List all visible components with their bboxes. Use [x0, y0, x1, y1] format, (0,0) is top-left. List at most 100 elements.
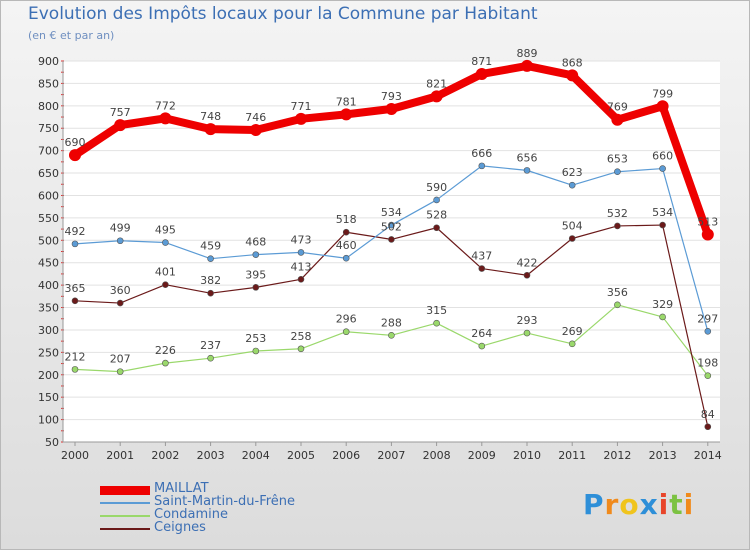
- legend-swatch-maillat: [100, 486, 150, 495]
- data-label: 226: [155, 344, 176, 357]
- data-label: 492: [65, 225, 86, 238]
- x-tick-label: 2014: [694, 449, 722, 462]
- data-label: 690: [65, 136, 86, 149]
- data-label: 793: [381, 90, 402, 103]
- data-point: [388, 332, 395, 339]
- data-label: 532: [607, 207, 628, 220]
- data-point: [701, 228, 714, 241]
- data-point: [566, 69, 579, 82]
- data-point: [614, 222, 621, 230]
- data-point: [614, 301, 621, 309]
- y-tick-label: 650: [38, 167, 59, 180]
- y-tick-label: 250: [38, 346, 59, 359]
- data-point: [252, 251, 260, 258]
- data-label: 315: [426, 304, 447, 317]
- data-label: 293: [517, 314, 538, 327]
- data-point: [69, 149, 81, 162]
- data-point: [162, 239, 169, 246]
- data-point: [71, 366, 79, 373]
- x-tick-label: 2011: [558, 449, 586, 462]
- data-point: [295, 112, 307, 125]
- data-label: 468: [245, 236, 266, 249]
- data-label: 401: [155, 266, 176, 279]
- data-point: [388, 221, 395, 229]
- y-tick-label: 850: [38, 77, 59, 90]
- data-point: [523, 329, 531, 337]
- data-label: 528: [426, 209, 447, 222]
- data-point: [568, 181, 576, 189]
- data-label: 518: [336, 213, 357, 226]
- data-point: [388, 236, 395, 243]
- data-label: 746: [245, 111, 266, 124]
- data-label: 889: [517, 47, 538, 60]
- x-tick-label: 2003: [197, 449, 225, 462]
- y-tick-label: 750: [38, 122, 59, 135]
- logo-letter: x: [639, 488, 659, 521]
- data-label: 296: [336, 313, 357, 326]
- legend-label-saint-martin: Saint-Martin-du-Frêne: [154, 494, 296, 509]
- data-point: [207, 255, 214, 262]
- logo-letter: t: [669, 488, 684, 521]
- data-point: [704, 423, 712, 431]
- x-tick-label: 2013: [649, 449, 677, 462]
- data-point: [297, 345, 305, 353]
- y-tick-label: 150: [38, 391, 59, 404]
- data-label: 253: [245, 332, 266, 345]
- logo-letter: P: [583, 488, 605, 521]
- data-point: [116, 368, 124, 375]
- x-tick-label: 2010: [513, 449, 541, 462]
- x-tick-label: 2000: [61, 449, 89, 462]
- data-point: [659, 165, 666, 172]
- chart-subtitle: (en € et par an): [28, 29, 115, 42]
- data-point: [521, 59, 533, 72]
- data-label: 413: [291, 260, 312, 273]
- data-label: 799: [652, 87, 673, 100]
- data-point: [478, 265, 486, 272]
- x-tick-label: 2006: [332, 449, 360, 462]
- data-point: [252, 284, 260, 291]
- y-tick-label: 450: [38, 257, 59, 270]
- data-label: 757: [110, 106, 131, 119]
- x-tick-label: 2002: [151, 449, 179, 462]
- data-label: 288: [381, 316, 402, 329]
- data-point: [159, 112, 172, 125]
- data-label: 769: [607, 101, 628, 114]
- y-tick-label: 400: [38, 279, 59, 292]
- data-label: 264: [471, 327, 492, 340]
- data-label: 382: [200, 274, 221, 287]
- data-point: [614, 168, 621, 176]
- x-tick-label: 2009: [468, 449, 496, 462]
- y-tick-label: 100: [38, 414, 59, 427]
- data-label: 504: [562, 220, 583, 233]
- legend-swatch-condamine: [100, 515, 150, 517]
- legend-label-condamine: Condamine: [154, 507, 229, 522]
- data-label: 395: [245, 268, 266, 281]
- data-label: 360: [110, 284, 131, 297]
- data-label: 821: [426, 77, 447, 90]
- legend-swatch-saint-martin: [100, 502, 150, 504]
- data-point: [162, 359, 169, 367]
- data-point: [568, 235, 576, 242]
- data-point: [656, 100, 669, 113]
- x-tick-label: 2012: [603, 449, 631, 462]
- data-point: [71, 297, 79, 305]
- x-tick-label: 2001: [106, 449, 134, 462]
- data-point: [204, 123, 217, 136]
- data-label: 269: [562, 325, 583, 338]
- legend-swatch-ceignes: [100, 528, 150, 530]
- data-point: [252, 347, 260, 355]
- data-point: [475, 67, 488, 80]
- data-label: 534: [381, 206, 402, 219]
- data-label: 534: [652, 206, 673, 219]
- data-point: [433, 319, 440, 327]
- proxiti-logo: Proxiti: [583, 488, 694, 521]
- data-point: [116, 237, 124, 245]
- data-label: 513: [697, 215, 718, 228]
- data-point: [704, 372, 712, 379]
- y-tick-label: 900: [38, 55, 59, 68]
- data-point: [478, 162, 486, 170]
- data-point: [430, 90, 443, 103]
- y-tick-label: 300: [38, 324, 59, 337]
- data-label: 473: [291, 233, 312, 246]
